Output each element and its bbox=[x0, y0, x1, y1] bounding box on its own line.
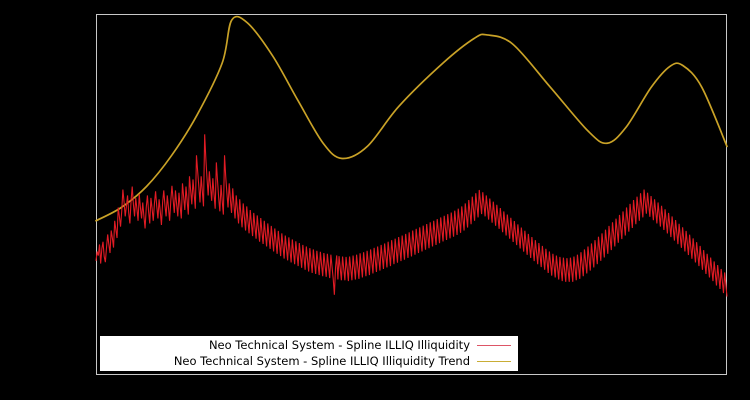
legend-item-illiquidity[interactable]: Neo Technical System - Spline ILLIQ Illi… bbox=[101, 338, 511, 354]
series-line-trend bbox=[95, 15, 728, 222]
series-line-illiquidity bbox=[95, 134, 728, 297]
plot-border bbox=[96, 14, 727, 375]
legend-swatch-illiquidity-line bbox=[477, 345, 511, 346]
legend-label-illiquidity: Neo Technical System - Spline ILLIQ Illi… bbox=[208, 337, 470, 352]
legend-swatch-trend-line bbox=[477, 361, 511, 362]
legend-item-illiquidity-trend[interactable]: Neo Technical System - Spline ILLIQ Illi… bbox=[101, 354, 511, 370]
legend-label-illiquidity-trend: Neo Technical System - Spline ILLIQ Illi… bbox=[173, 353, 470, 368]
chart-legend[interactable]: Neo Technical System - Spline ILLIQ Illi… bbox=[100, 336, 518, 371]
